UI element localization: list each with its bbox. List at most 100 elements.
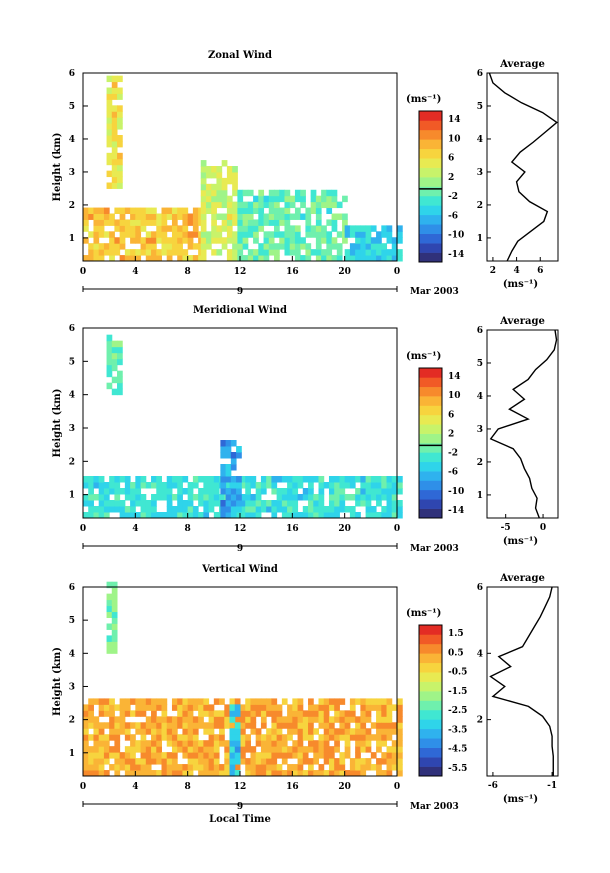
heatmap-cell (182, 255, 189, 262)
heatmap-cell (386, 704, 393, 711)
heatmap-cell (355, 255, 361, 262)
heatmap-cell (171, 213, 178, 220)
y-tick-label: 3 (69, 168, 75, 178)
heatmap-cell (208, 704, 215, 711)
heatmap-cell (334, 740, 340, 747)
heatmap-cell (313, 500, 319, 507)
heatmap-cell (156, 494, 162, 501)
heatmap-cell (229, 734, 236, 741)
heatmap-cell (187, 500, 194, 507)
heatmap-cell (313, 752, 319, 759)
heatmap-cell (315, 255, 322, 262)
heatmap-cell (166, 237, 173, 244)
heatmap-cell (216, 249, 223, 256)
heatmap-cell (318, 704, 325, 711)
heatmap-cell (284, 213, 291, 220)
x-tick-label: 16 (286, 524, 299, 534)
heatmap-cell (245, 476, 251, 483)
heatmap-cell (365, 740, 372, 747)
heatmap-cell (360, 722, 367, 729)
heatmap-cell (221, 243, 228, 250)
heatmap-cell (103, 710, 110, 717)
x-tick-label: 4 (132, 782, 138, 792)
heatmap-cell (315, 243, 322, 250)
heatmap-cell (234, 728, 241, 735)
heatmap-cell (266, 758, 272, 765)
heatmap-cell (83, 710, 89, 717)
heatmap-cell (103, 746, 110, 753)
heatmap-cell (119, 764, 126, 771)
heatmap-cell (240, 512, 246, 519)
heatmap-cell (203, 758, 210, 765)
heatmap-cell (208, 710, 215, 717)
heatmap-cell (124, 225, 131, 232)
heatmap-cell (381, 734, 388, 741)
heatmap-cell (103, 758, 110, 765)
heatmap-cell (88, 207, 94, 215)
heatmap-cell (334, 494, 340, 501)
heatmap-cell (93, 213, 100, 220)
heatmap-cell (98, 758, 105, 765)
heatmap-cell (326, 201, 333, 209)
heatmap-cell (331, 225, 338, 232)
heatmap-cell (236, 494, 242, 501)
heatmap-cell (171, 716, 178, 723)
heatmap-cell (177, 698, 183, 705)
heatmap-cell (135, 225, 142, 232)
heatmap-cell (334, 728, 340, 735)
day-label: 9 (237, 802, 243, 812)
heatmap-cell (203, 512, 210, 519)
heatmap-cell (177, 704, 183, 711)
heatmap-cell (200, 219, 207, 226)
heatmap-cell (260, 752, 267, 759)
heatmap-cell (240, 716, 246, 723)
heatmap-cell (376, 746, 382, 753)
heatmap-cell (171, 219, 178, 226)
heatmap-cell (386, 716, 393, 723)
heatmap-cell (242, 255, 249, 262)
heatmap-cell (339, 506, 346, 513)
heatmap-cell (360, 231, 367, 238)
heatmap-cell (365, 698, 372, 705)
heatmap-cell (166, 482, 173, 489)
heatmap-cell (386, 231, 393, 238)
heatmap-cell (360, 734, 367, 741)
heatmap-cell (334, 512, 340, 519)
heatmap-cell (151, 770, 157, 777)
heatmap-cell (224, 752, 231, 759)
heatmap-cell (224, 704, 231, 711)
heatmap-cell (192, 243, 199, 250)
profile-x-tick-label: 4 (513, 266, 519, 276)
heatmap-cell (98, 722, 105, 729)
heatmap-cell (93, 512, 100, 519)
heatmap-cell (326, 249, 333, 256)
heatmap-cell (83, 734, 89, 741)
heatmap-cell (213, 734, 220, 741)
heatmap-cell (208, 716, 215, 723)
heatmap-cell (310, 207, 317, 215)
heatmap-cell (119, 219, 126, 226)
heatmap-cell (313, 506, 319, 513)
heatmap-cell (318, 476, 325, 483)
heatmap-cell (292, 728, 299, 735)
heatmap-cell (266, 740, 272, 747)
colorbar-tick-label: -4.5 (448, 745, 467, 755)
heatmap-cell (135, 704, 142, 711)
heatmap-cell (308, 746, 314, 753)
heatmap-cell (237, 195, 244, 203)
heatmap-cell (266, 506, 272, 513)
heatmap-cell (83, 512, 89, 519)
heatmap-cell (221, 177, 228, 185)
heatmap-cell (305, 213, 312, 220)
heatmap-cell (177, 722, 183, 729)
heatmap-cell (114, 758, 121, 765)
heatmap-cell (182, 500, 189, 507)
y-tick-label: 3 (69, 682, 75, 692)
heatmap-cell (109, 722, 115, 729)
heatmap-cell (315, 195, 322, 203)
heatmap-cell (221, 183, 228, 191)
colorbar-tick-label: 10 (448, 391, 461, 401)
heatmap-cell (135, 764, 142, 771)
heatmap-cell (391, 255, 398, 262)
